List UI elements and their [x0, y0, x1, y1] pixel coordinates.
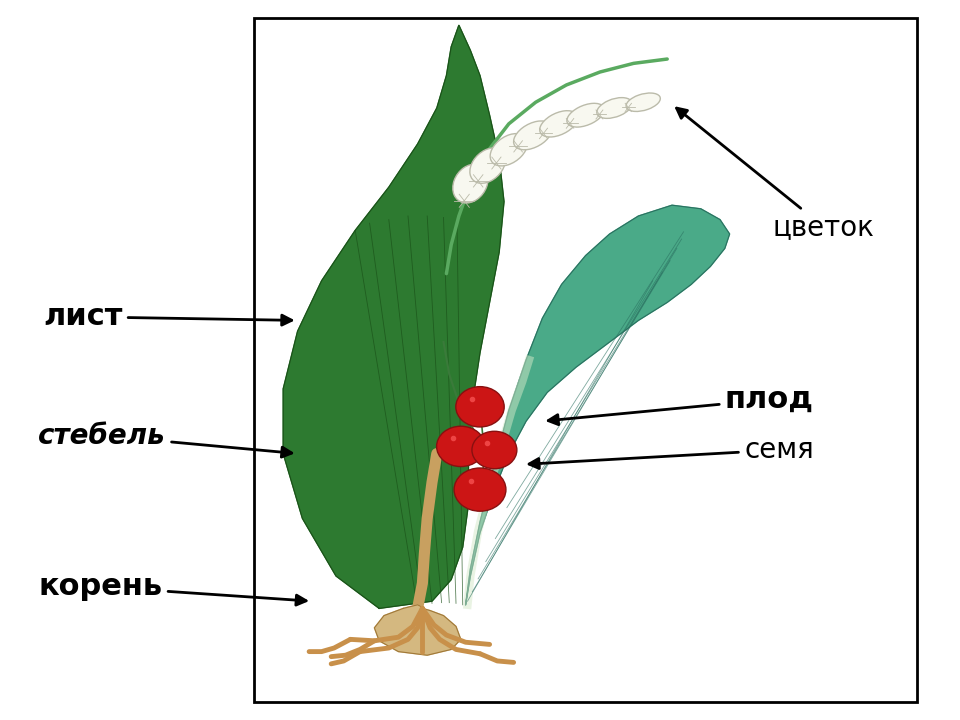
- Text: цветок: цветок: [677, 108, 875, 240]
- Ellipse shape: [456, 387, 504, 427]
- Ellipse shape: [437, 426, 485, 467]
- Ellipse shape: [454, 468, 506, 511]
- Ellipse shape: [472, 431, 516, 469]
- Text: семя: семя: [529, 436, 814, 469]
- Text: стебель: стебель: [38, 422, 292, 457]
- Ellipse shape: [597, 98, 632, 118]
- Text: корень: корень: [38, 572, 306, 605]
- Bar: [254, 18, 917, 702]
- Bar: [254, 18, 917, 702]
- Polygon shape: [283, 25, 504, 608]
- Ellipse shape: [566, 103, 605, 127]
- Text: плод: плод: [548, 385, 814, 425]
- Text: лист: лист: [43, 302, 292, 331]
- Polygon shape: [466, 205, 730, 605]
- Ellipse shape: [491, 134, 527, 166]
- Ellipse shape: [469, 148, 506, 184]
- Ellipse shape: [540, 111, 578, 137]
- Polygon shape: [374, 605, 461, 655]
- Ellipse shape: [514, 121, 552, 150]
- Ellipse shape: [453, 164, 488, 203]
- Ellipse shape: [626, 93, 660, 112]
